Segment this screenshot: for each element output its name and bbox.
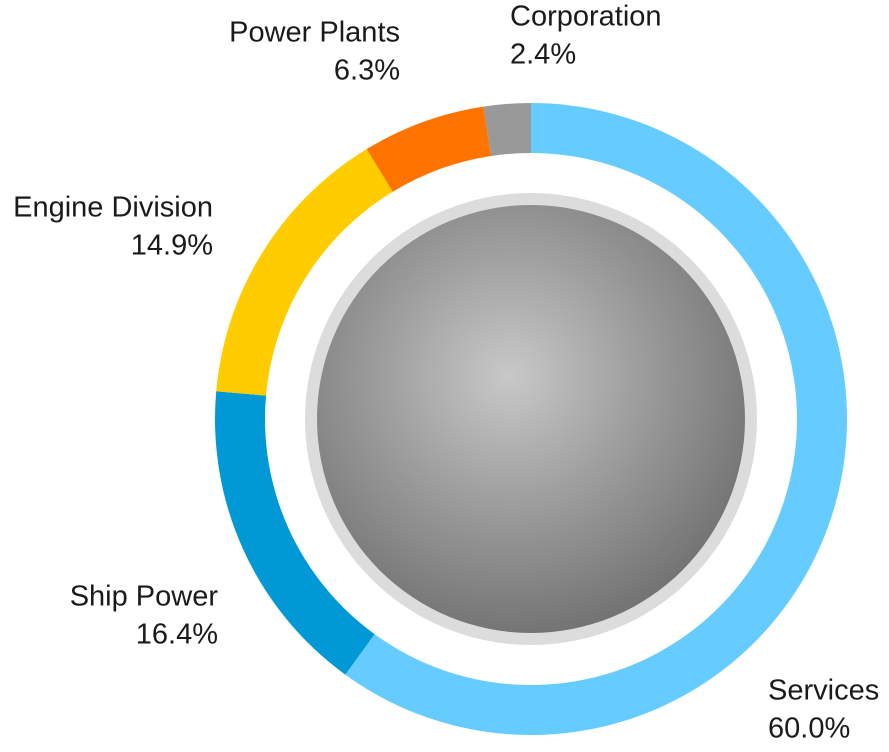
donut-slice [483,103,531,157]
slice-value-label: 16.4% [136,619,218,651]
slice-value-label: 2.4% [510,39,576,71]
slice-value-label: 14.9% [131,230,213,262]
slice-label: Power Plants [229,17,400,49]
donut-slice [366,106,492,192]
slice-value-label: 60.0% [768,713,850,745]
slice-label: Ship Power [70,581,219,613]
slice-label: Engine Division [13,192,213,224]
slice-value-label: 6.3% [334,55,400,87]
slice-label: Corporation [510,1,662,33]
donut-slice [345,103,848,735]
donut-slice [216,149,393,396]
photo [317,205,745,633]
slice-label: Services [768,675,879,707]
donut-slice [215,391,375,675]
